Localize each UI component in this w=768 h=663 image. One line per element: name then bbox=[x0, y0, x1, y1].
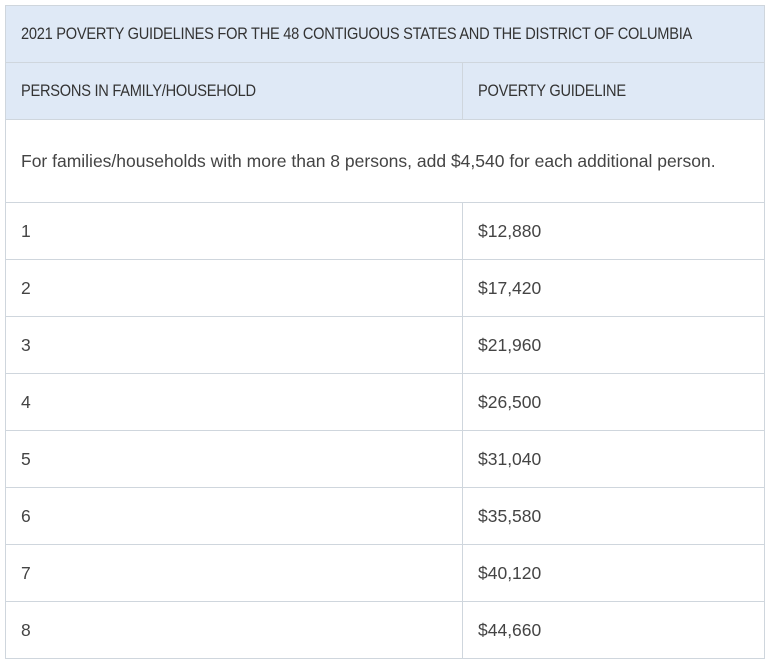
guideline-cell: $21,960 bbox=[461, 316, 766, 374]
persons-cell: 6 bbox=[5, 487, 463, 545]
data-row: 7 $40,120 bbox=[5, 544, 766, 602]
header-row: PERSONS IN FAMILY/HOUSEHOLD POVERTY GUID… bbox=[5, 62, 766, 120]
persons-cell: 4 bbox=[5, 373, 463, 431]
header-text: PERSONS IN FAMILY/HOUSEHOLD bbox=[21, 81, 256, 100]
guideline-cell: $44,660 bbox=[461, 601, 766, 659]
header-cell: PERSONS IN FAMILY/HOUSEHOLD bbox=[5, 62, 463, 120]
guideline-cell: $26,500 bbox=[461, 373, 766, 431]
persons-cell: 2 bbox=[5, 259, 463, 317]
note-row: For families/households with more than 8… bbox=[4, 119, 766, 203]
guideline-cell: $17,420 bbox=[461, 259, 766, 317]
data-row: 6 $35,580 bbox=[5, 487, 766, 545]
table-body: 2021 POVERTY GUIDELINES FOR THE 48 CONTI… bbox=[4, 5, 766, 659]
data-row: 2 $17,420 bbox=[5, 259, 766, 317]
guideline-cell: $12,880 bbox=[461, 202, 766, 260]
persons-cell: 5 bbox=[5, 430, 463, 488]
poverty-table: 2021 POVERTY GUIDELINES FOR THE 48 CONTI… bbox=[4, 5, 766, 659]
data-row: 5 $31,040 bbox=[5, 430, 766, 488]
data-row: 4 $26,500 bbox=[5, 373, 766, 431]
persons-cell: 1 bbox=[5, 202, 463, 260]
data-row: 8 $44,660 bbox=[5, 601, 766, 659]
persons-cell: 8 bbox=[5, 601, 463, 659]
data-row: 1 $12,880 bbox=[5, 202, 766, 260]
persons-cell: 7 bbox=[5, 544, 463, 602]
guideline-cell: $31,040 bbox=[461, 430, 766, 488]
persons-cell: 3 bbox=[5, 316, 463, 374]
table-title: 2021 POVERTY GUIDELINES FOR THE 48 CONTI… bbox=[21, 24, 693, 43]
title-row: 2021 POVERTY GUIDELINES FOR THE 48 CONTI… bbox=[4, 5, 766, 63]
title-cell: 2021 POVERTY GUIDELINES FOR THE 48 CONTI… bbox=[4, 5, 766, 63]
guideline-cell: $35,580 bbox=[461, 487, 766, 545]
note-cell: For families/households with more than 8… bbox=[4, 119, 766, 203]
header-text: POVERTY GUIDELINE bbox=[478, 81, 626, 100]
guideline-cell: $40,120 bbox=[461, 544, 766, 602]
header-cell: POVERTY GUIDELINE bbox=[461, 62, 766, 120]
data-row: 3 $21,960 bbox=[5, 316, 766, 374]
